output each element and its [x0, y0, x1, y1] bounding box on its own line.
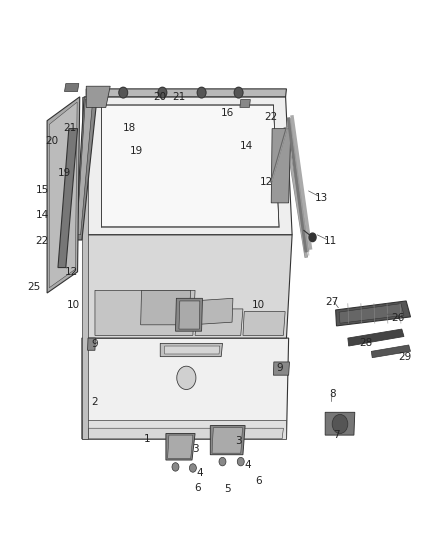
Circle shape	[197, 87, 206, 98]
Circle shape	[177, 366, 196, 390]
Polygon shape	[95, 290, 195, 335]
Polygon shape	[371, 345, 410, 358]
Polygon shape	[86, 97, 292, 235]
Circle shape	[189, 464, 196, 472]
Text: 6: 6	[255, 477, 261, 486]
Polygon shape	[339, 304, 404, 323]
Polygon shape	[47, 97, 80, 293]
Polygon shape	[82, 97, 88, 439]
Text: 22: 22	[265, 112, 278, 122]
Polygon shape	[271, 128, 291, 203]
Text: 8: 8	[329, 389, 336, 399]
Text: 9: 9	[277, 364, 283, 373]
Text: 2: 2	[92, 397, 98, 407]
Text: 3: 3	[192, 445, 198, 455]
Text: 14: 14	[36, 209, 49, 220]
Polygon shape	[195, 309, 243, 335]
Text: 15: 15	[36, 184, 49, 195]
Text: 26: 26	[392, 313, 405, 323]
Circle shape	[309, 233, 316, 241]
Text: 16: 16	[221, 108, 234, 118]
Text: 12: 12	[64, 267, 78, 277]
Text: 3: 3	[235, 437, 242, 447]
Text: 4: 4	[196, 469, 203, 478]
Circle shape	[332, 415, 348, 433]
Text: 29: 29	[399, 352, 412, 361]
Polygon shape	[86, 86, 110, 108]
Polygon shape	[240, 100, 251, 108]
Text: 12: 12	[260, 176, 273, 187]
Circle shape	[237, 457, 244, 466]
Text: 22: 22	[35, 236, 49, 246]
Polygon shape	[102, 105, 279, 227]
Text: 9: 9	[92, 340, 98, 350]
Polygon shape	[336, 301, 410, 326]
Polygon shape	[325, 413, 355, 435]
Text: 18: 18	[123, 123, 136, 133]
Circle shape	[158, 87, 167, 98]
Polygon shape	[75, 97, 97, 240]
Text: 6: 6	[194, 482, 201, 492]
Text: 11: 11	[323, 236, 337, 246]
Polygon shape	[86, 235, 292, 338]
Polygon shape	[49, 102, 77, 288]
Polygon shape	[160, 343, 223, 357]
Polygon shape	[141, 290, 191, 325]
Polygon shape	[82, 420, 286, 439]
Polygon shape	[179, 301, 200, 329]
Polygon shape	[243, 312, 285, 335]
Polygon shape	[82, 338, 289, 439]
Text: 4: 4	[244, 461, 251, 470]
Polygon shape	[191, 298, 233, 325]
Text: 21: 21	[64, 123, 77, 133]
Text: 7: 7	[333, 430, 340, 440]
Text: 19: 19	[58, 168, 71, 177]
Text: 28: 28	[360, 338, 373, 349]
Text: 5: 5	[224, 484, 231, 494]
Polygon shape	[166, 433, 195, 460]
Text: 10: 10	[67, 300, 80, 310]
Text: 25: 25	[28, 281, 41, 292]
Text: 13: 13	[314, 192, 328, 203]
Polygon shape	[58, 128, 78, 268]
Text: 14: 14	[240, 141, 253, 151]
Polygon shape	[348, 329, 404, 346]
Circle shape	[219, 457, 226, 466]
Polygon shape	[64, 84, 79, 92]
Polygon shape	[88, 428, 283, 439]
Polygon shape	[88, 338, 95, 350]
Circle shape	[119, 87, 127, 98]
Text: 27: 27	[325, 297, 339, 307]
Polygon shape	[176, 298, 202, 331]
Circle shape	[172, 463, 179, 471]
Text: 20: 20	[154, 92, 167, 102]
Polygon shape	[212, 427, 243, 453]
Polygon shape	[168, 435, 193, 458]
Text: 20: 20	[45, 136, 58, 146]
Polygon shape	[86, 89, 286, 97]
Text: 19: 19	[130, 146, 143, 156]
Polygon shape	[210, 425, 245, 455]
Polygon shape	[273, 362, 290, 375]
Polygon shape	[165, 346, 220, 354]
Text: 1: 1	[144, 434, 151, 444]
Text: 10: 10	[251, 300, 265, 310]
Text: 21: 21	[172, 92, 186, 102]
Circle shape	[234, 87, 243, 98]
Polygon shape	[77, 100, 93, 235]
